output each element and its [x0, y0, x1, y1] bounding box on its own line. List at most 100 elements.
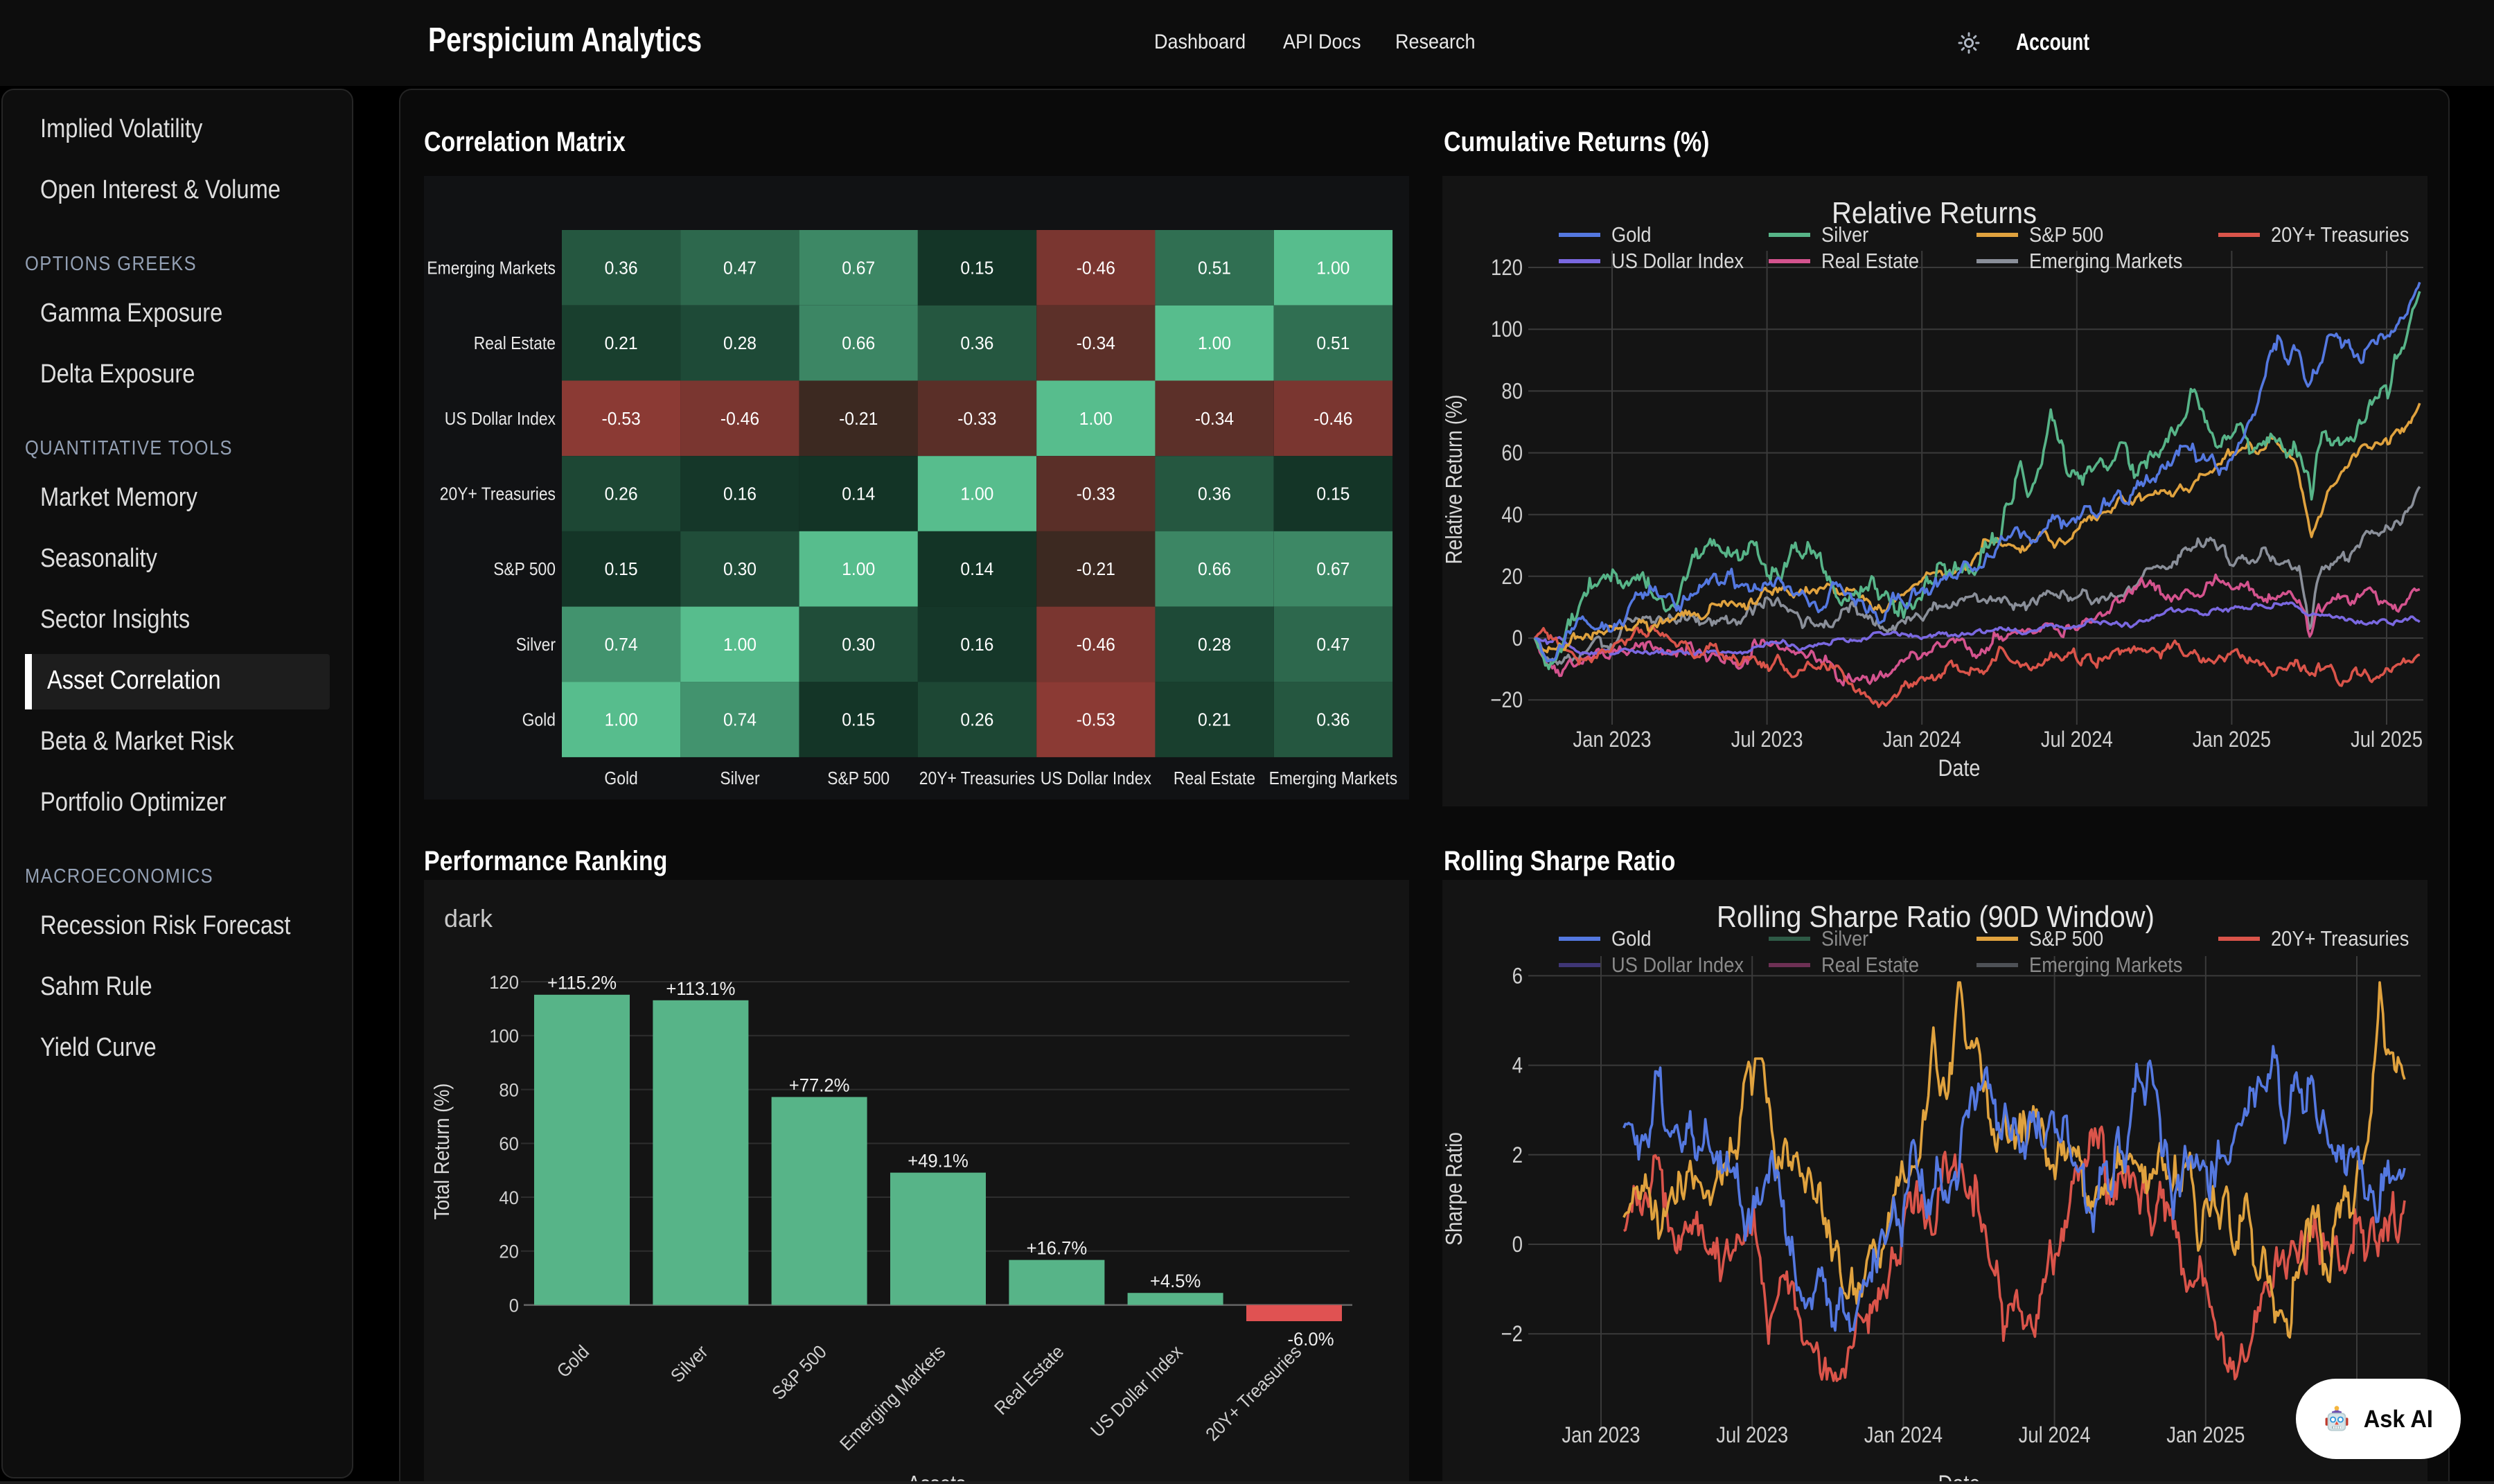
svg-text:-0.46: -0.46 [1077, 257, 1115, 278]
svg-text:US Dollar Index: US Dollar Index [1041, 769, 1151, 788]
svg-text:Gold: Gold [1611, 222, 1652, 247]
svg-text:S&P 500: S&P 500 [827, 769, 890, 788]
svg-text:40: 40 [499, 1187, 519, 1208]
svg-text:-0.34: -0.34 [1195, 408, 1234, 429]
svg-text:Real Estate: Real Estate [474, 334, 556, 353]
svg-text:-0.53: -0.53 [1077, 709, 1115, 730]
svg-text:0.36: 0.36 [605, 257, 638, 278]
svg-text:0.15: 0.15 [842, 709, 875, 730]
svg-text:Gold: Gold [522, 711, 556, 730]
svg-text:−2: −2 [1501, 1321, 1523, 1346]
svg-text:-0.33: -0.33 [1077, 483, 1115, 504]
svg-text:0.47: 0.47 [723, 257, 757, 278]
svg-text:Gold: Gold [604, 769, 637, 788]
svg-text:−20: −20 [1490, 687, 1523, 712]
svg-text:Silver: Silver [1821, 926, 1868, 951]
svg-text:60: 60 [1501, 441, 1523, 466]
svg-text:Jan 2023: Jan 2023 [1573, 727, 1651, 752]
svg-text:0.16: 0.16 [960, 634, 993, 655]
svg-text:S&P 500: S&P 500 [2029, 926, 2103, 951]
svg-text:0.66: 0.66 [842, 333, 875, 353]
svg-text:-0.21: -0.21 [839, 408, 878, 429]
svg-text:60: 60 [499, 1133, 519, 1154]
svg-text:40: 40 [1501, 502, 1523, 527]
svg-text:US Dollar Index: US Dollar Index [1611, 249, 1744, 273]
svg-text:Jan 2024: Jan 2024 [1864, 1422, 1943, 1447]
svg-text:0.30: 0.30 [842, 634, 875, 655]
svg-text:1.00: 1.00 [1198, 333, 1231, 353]
svg-text:20: 20 [499, 1241, 519, 1262]
svg-text:1.00: 1.00 [605, 709, 638, 730]
svg-text:0.21: 0.21 [1198, 709, 1231, 730]
svg-text:+115.2%: +115.2% [547, 972, 617, 993]
svg-text:0.74: 0.74 [605, 634, 638, 655]
svg-text:Relative Return (%): Relative Return (%) [1442, 395, 1467, 565]
svg-text:0.28: 0.28 [723, 333, 757, 353]
svg-text:Real Estate: Real Estate [1821, 249, 1919, 273]
svg-text:+113.1%: +113.1% [666, 978, 735, 999]
svg-text:Gold: Gold [1611, 926, 1652, 951]
svg-text:dark: dark [444, 904, 493, 933]
svg-text:120: 120 [1491, 255, 1523, 280]
svg-text:0.16: 0.16 [723, 483, 757, 504]
svg-text:0.67: 0.67 [1316, 558, 1350, 579]
svg-text:Jul 2023: Jul 2023 [1716, 1422, 1788, 1447]
svg-text:0.74: 0.74 [723, 709, 757, 730]
svg-text:-0.21: -0.21 [1077, 558, 1115, 579]
svg-text:Sharpe Ratio: Sharpe Ratio [1442, 1132, 1467, 1246]
svg-text:Jul 2024: Jul 2024 [2041, 727, 2113, 752]
svg-text:20Y+ Treasuries: 20Y+ Treasuries [440, 484, 556, 504]
svg-text:20: 20 [1501, 564, 1523, 589]
svg-text:0.15: 0.15 [960, 257, 993, 278]
svg-text:0.21: 0.21 [605, 333, 638, 353]
svg-text:0.28: 0.28 [1198, 634, 1231, 655]
svg-text:Real Estate: Real Estate [1174, 769, 1255, 788]
svg-text:1.00: 1.00 [723, 634, 757, 655]
svg-text:0.15: 0.15 [605, 558, 638, 579]
svg-text:2: 2 [1512, 1142, 1523, 1167]
svg-text:Emerging Markets: Emerging Markets [2029, 953, 2182, 977]
svg-text:Total Return (%): Total Return (%) [430, 1084, 454, 1220]
svg-text:-0.46: -0.46 [1077, 634, 1115, 655]
svg-text:0: 0 [1512, 626, 1523, 651]
svg-text:0.36: 0.36 [1198, 483, 1231, 504]
svg-text:0.26: 0.26 [960, 709, 993, 730]
svg-text:4: 4 [1512, 1053, 1523, 1078]
svg-text:0.51: 0.51 [1198, 257, 1231, 278]
svg-text:Date: Date [1938, 755, 1981, 781]
svg-text:-6.0%: -6.0% [1288, 1328, 1334, 1350]
svg-text:0.67: 0.67 [842, 257, 875, 278]
svg-text:1.00: 1.00 [1316, 257, 1350, 278]
svg-text:Jul 2025: Jul 2025 [2351, 727, 2423, 752]
svg-text:20Y+ Treasuries: 20Y+ Treasuries [919, 769, 1035, 788]
svg-text:0.36: 0.36 [1316, 709, 1350, 730]
svg-text:Jan 2025: Jan 2025 [2166, 1422, 2245, 1447]
svg-text:0.15: 0.15 [1316, 483, 1350, 504]
svg-text:+49.1%: +49.1% [908, 1150, 969, 1172]
svg-text:0: 0 [509, 1294, 519, 1316]
svg-text:Jan 2023: Jan 2023 [1562, 1422, 1640, 1447]
svg-text:0.66: 0.66 [1198, 558, 1231, 579]
svg-text:+16.7%: +16.7% [1027, 1237, 1088, 1259]
svg-text:Relative Returns: Relative Returns [1832, 196, 2037, 230]
svg-text:Emerging Markets: Emerging Markets [1269, 769, 1398, 788]
svg-text:0.36: 0.36 [960, 333, 993, 353]
svg-text:Silver: Silver [1821, 222, 1868, 247]
svg-text:0: 0 [1512, 1232, 1523, 1257]
svg-text:120: 120 [489, 971, 519, 993]
svg-text:Jul 2023: Jul 2023 [1731, 727, 1803, 752]
svg-text:Assets: Assets [908, 1471, 966, 1484]
svg-text:S&P 500: S&P 500 [2029, 222, 2103, 247]
svg-text:-0.53: -0.53 [602, 408, 641, 429]
svg-text:Real Estate: Real Estate [1821, 953, 1919, 977]
svg-text:1.00: 1.00 [1079, 408, 1113, 429]
svg-text:Emerging Markets: Emerging Markets [427, 258, 556, 278]
svg-text:0.14: 0.14 [960, 558, 993, 579]
svg-text:US Dollar Index: US Dollar Index [445, 409, 556, 429]
svg-text:-0.46: -0.46 [1314, 408, 1352, 429]
svg-text:Jan 2025: Jan 2025 [2193, 727, 2271, 752]
svg-text:1.00: 1.00 [842, 558, 875, 579]
svg-text:-0.46: -0.46 [720, 408, 759, 429]
svg-text:US Dollar Index: US Dollar Index [1611, 953, 1744, 977]
svg-text:Jan 2024: Jan 2024 [1883, 727, 1961, 752]
